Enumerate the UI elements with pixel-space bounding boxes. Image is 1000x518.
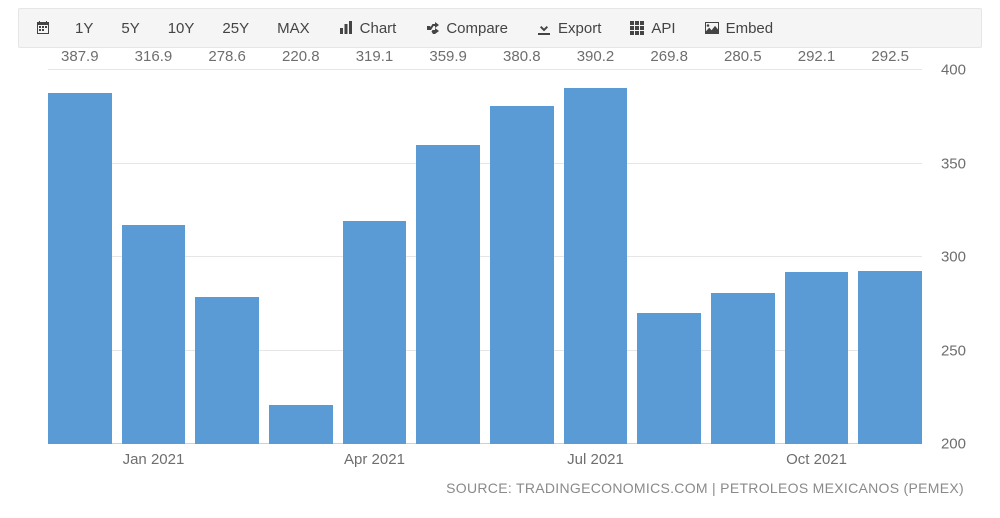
bar-rect: [122, 225, 186, 444]
calendar-button[interactable]: [25, 9, 61, 47]
source-attribution: SOURCE: TRADINGECONOMICS.COM | PETROLEOS…: [446, 480, 964, 496]
bar-value-label: 380.8: [503, 48, 541, 102]
chart-area: 387.9316.9278.6220.8319.1359.9380.8390.2…: [18, 58, 982, 502]
compare-button[interactable]: Compare: [410, 9, 522, 47]
bar-rect: [858, 271, 922, 444]
bar[interactable]: 269.8: [637, 70, 701, 444]
bar-value-label: 292.5: [871, 48, 909, 267]
bar-chart-icon: [338, 20, 354, 36]
range-label: 10Y: [168, 20, 195, 37]
api-label: API: [651, 20, 675, 37]
shuffle-icon: [424, 20, 440, 36]
range-max-button[interactable]: MAX: [263, 9, 324, 47]
y-axis-label: 300: [941, 249, 966, 266]
chart-type-button[interactable]: Chart: [324, 9, 411, 47]
bar[interactable]: 292.5: [858, 70, 922, 444]
bar-rect: [564, 88, 628, 444]
plot-region: 387.9316.9278.6220.8319.1359.9380.8390.2…: [48, 70, 922, 444]
bar-value-label: 390.2: [577, 48, 615, 84]
bar[interactable]: 292.1: [785, 70, 849, 444]
bar-value-label: 220.8: [282, 48, 320, 401]
chart-toolbar: 1Y 5Y 10Y 25Y MAX Chart Compare Export: [18, 8, 982, 48]
bar-value-label: 316.9: [135, 48, 173, 221]
bar-rect: [416, 145, 480, 444]
range-label: 1Y: [75, 20, 93, 37]
range-10y-button[interactable]: 10Y: [154, 9, 209, 47]
bar[interactable]: 220.8: [269, 70, 333, 444]
calendar-icon: [35, 20, 51, 36]
download-icon: [536, 20, 552, 36]
y-axis-label: 350: [941, 155, 966, 172]
range-25y-button[interactable]: 25Y: [208, 9, 263, 47]
image-icon: [704, 20, 720, 36]
bar-value-label: 269.8: [650, 48, 688, 309]
embed-button[interactable]: Embed: [690, 9, 788, 47]
bar-rect: [711, 293, 775, 444]
api-button[interactable]: API: [615, 9, 689, 47]
y-axis-label: 400: [941, 62, 966, 79]
compare-label: Compare: [446, 20, 508, 37]
bar[interactable]: 359.9: [416, 70, 480, 444]
range-label: 5Y: [121, 20, 139, 37]
range-label: 25Y: [222, 20, 249, 37]
bar-value-label: 278.6: [208, 48, 246, 293]
bar[interactable]: 280.5: [711, 70, 775, 444]
bar[interactable]: 316.9: [122, 70, 186, 444]
x-axis-label: Jan 2021: [123, 451, 185, 468]
bar-rect: [48, 93, 112, 444]
bar[interactable]: 319.1: [343, 70, 407, 444]
export-label: Export: [558, 20, 601, 37]
bars-container: 387.9316.9278.6220.8319.1359.9380.8390.2…: [48, 70, 922, 444]
bar-value-label: 292.1: [798, 48, 836, 268]
bar[interactable]: 380.8: [490, 70, 554, 444]
range-1y-button[interactable]: 1Y: [61, 9, 107, 47]
bar-rect: [637, 313, 701, 444]
x-axis-label: Oct 2021: [786, 451, 847, 468]
bar[interactable]: 387.9: [48, 70, 112, 444]
x-axis-label: Jul 2021: [567, 451, 624, 468]
bar-value-label: 359.9: [429, 48, 467, 141]
bar-rect: [785, 272, 849, 444]
bar-rect: [343, 221, 407, 444]
y-axis-label: 200: [941, 436, 966, 453]
chart-type-label: Chart: [360, 20, 397, 37]
bar-rect: [195, 297, 259, 444]
bar-value-label: 319.1: [356, 48, 394, 217]
bar-rect: [490, 106, 554, 444]
bar-value-label: 387.9: [61, 48, 99, 89]
embed-label: Embed: [726, 20, 774, 37]
range-5y-button[interactable]: 5Y: [107, 9, 153, 47]
x-axis-label: Apr 2021: [344, 451, 405, 468]
bar-rect: [269, 405, 333, 444]
y-axis-label: 250: [941, 342, 966, 359]
bar-value-label: 280.5: [724, 48, 762, 289]
range-label: MAX: [277, 20, 310, 37]
bar[interactable]: 390.2: [564, 70, 628, 444]
bar[interactable]: 278.6: [195, 70, 259, 444]
export-button[interactable]: Export: [522, 9, 615, 47]
grid-icon: [629, 20, 645, 36]
